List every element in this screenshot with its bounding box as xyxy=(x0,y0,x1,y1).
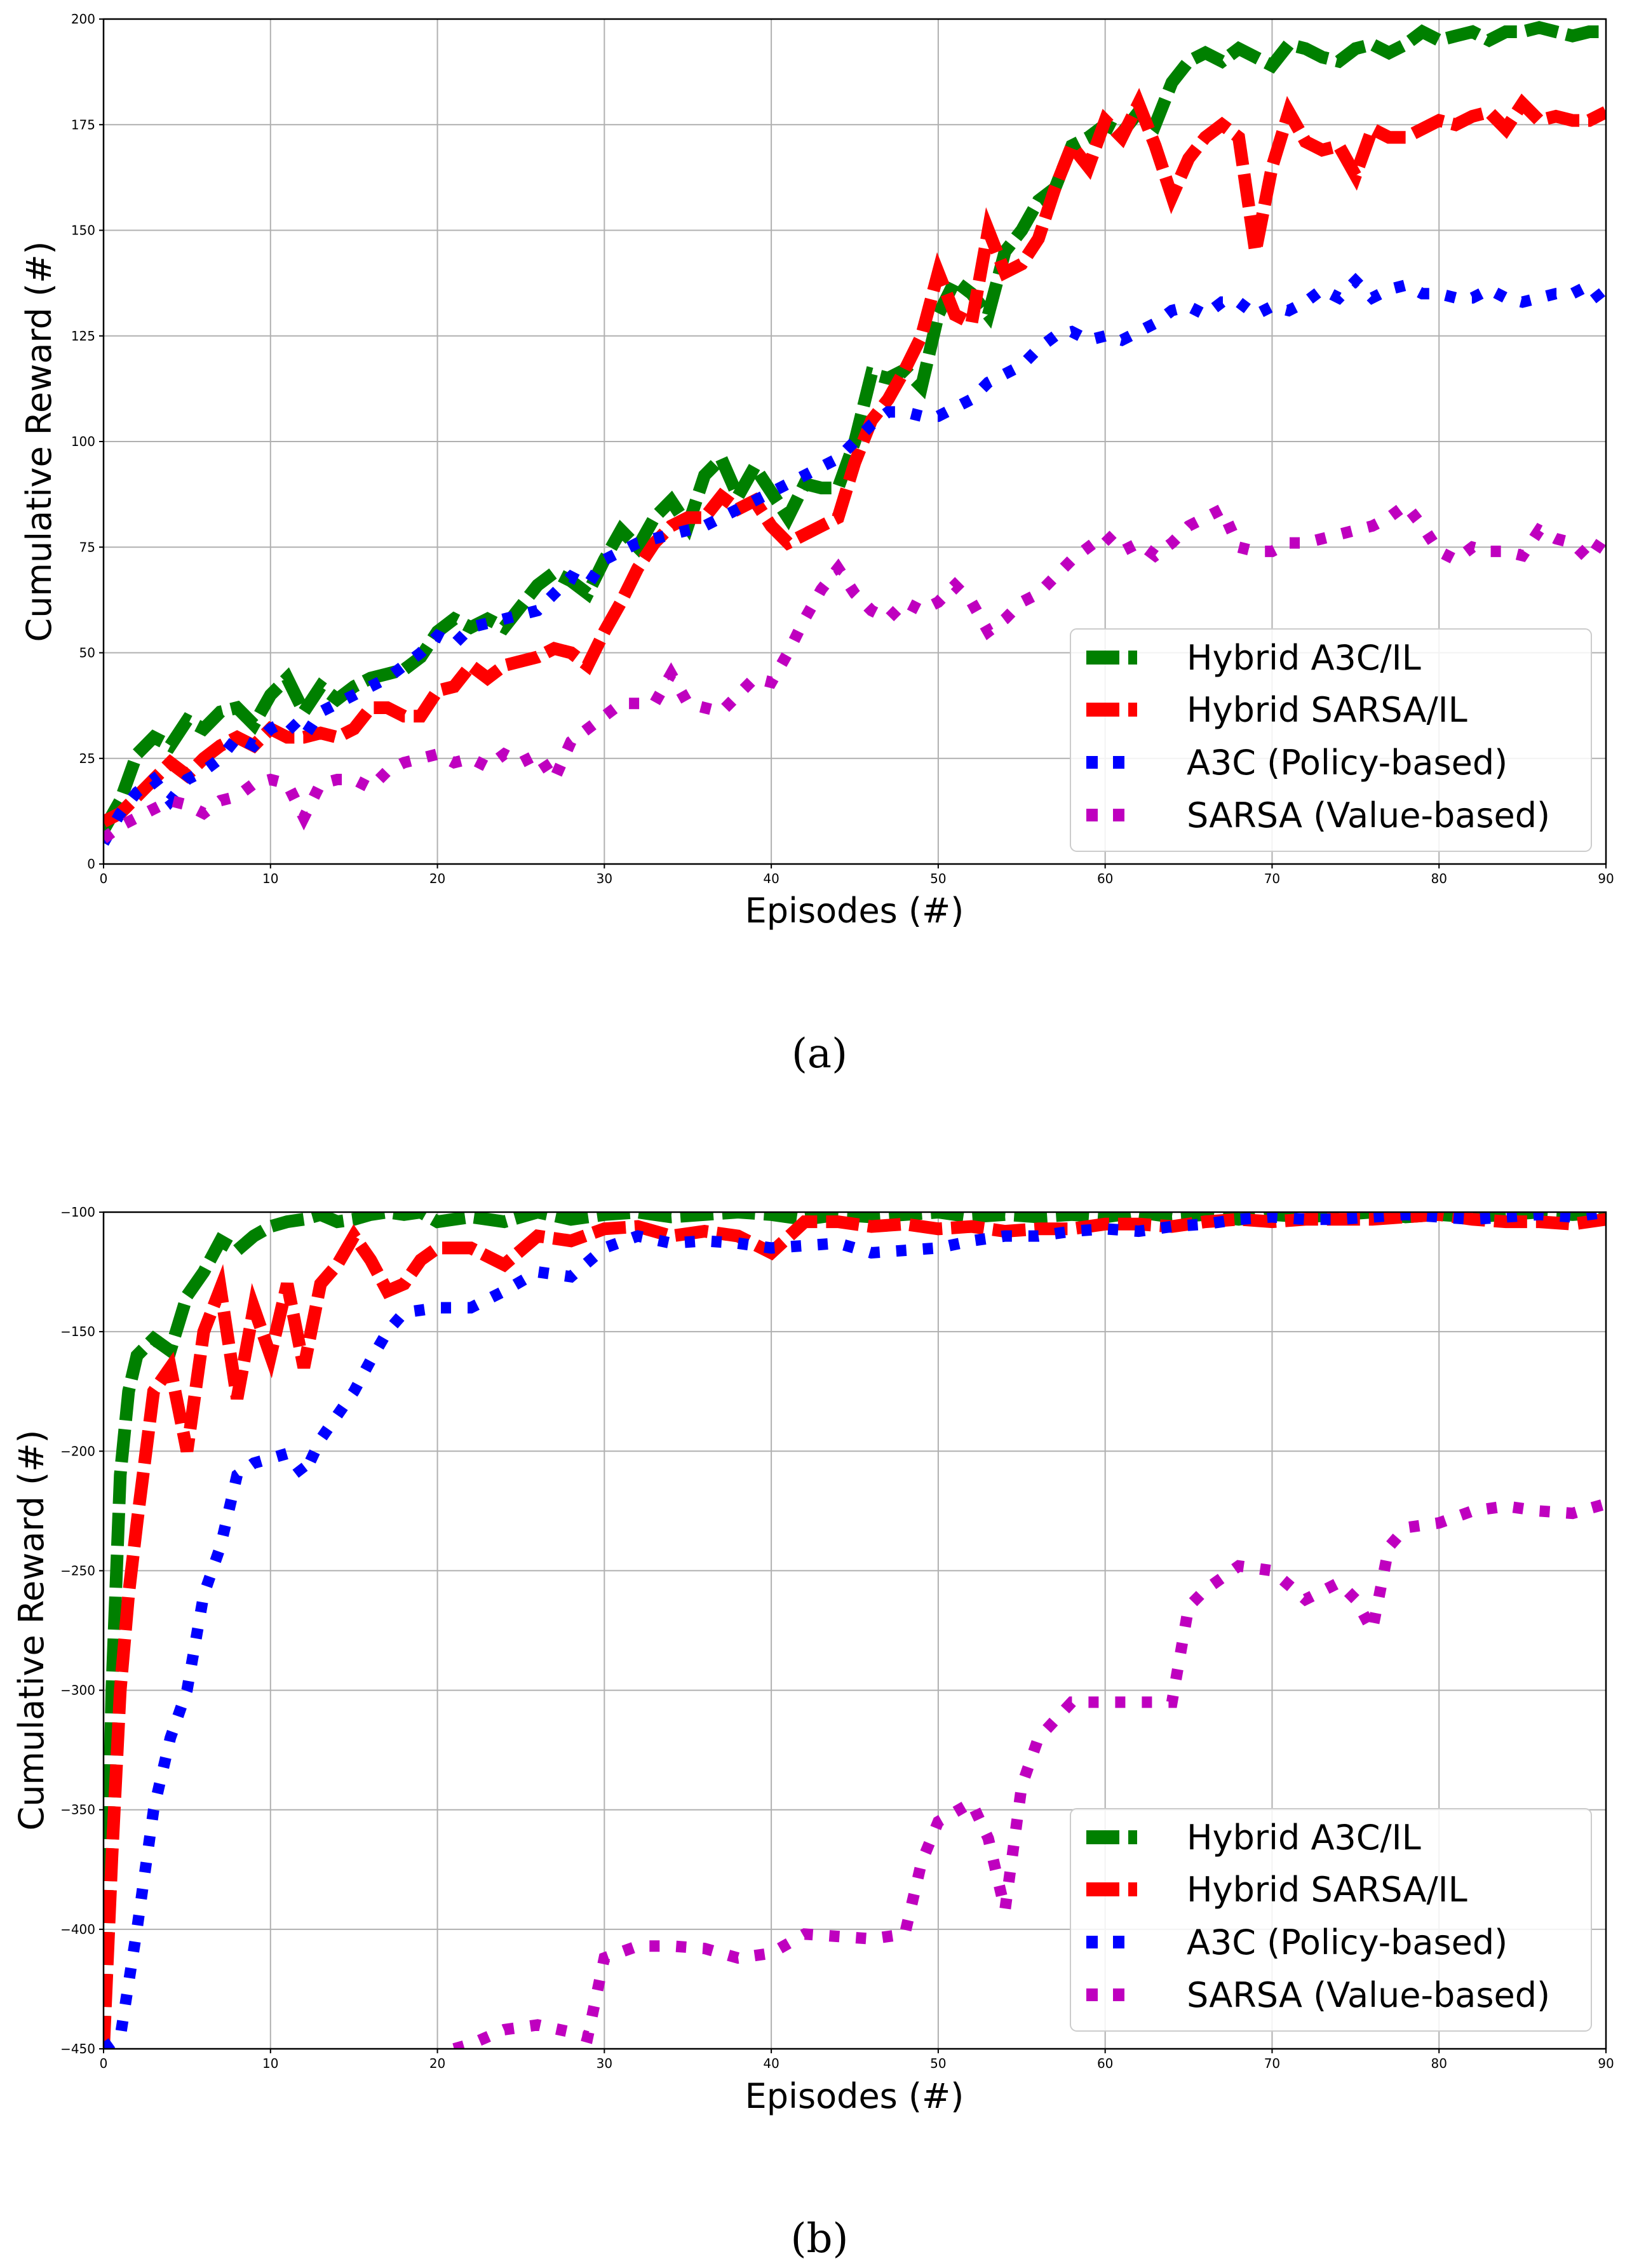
chart-b-ytick-label: −300 xyxy=(60,1683,95,1698)
chart-b-series-hybrid-sarsa-il xyxy=(104,1212,1606,2049)
chart-b-xtick-label: 90 xyxy=(1598,2056,1614,2071)
legend-label-sarsa: SARSA (Value-based) xyxy=(1187,1975,1550,2015)
chart-a-series xyxy=(104,20,1606,846)
chart-b-xtick-label: 60 xyxy=(1097,2056,1113,2071)
chart-b-ytick-label: −200 xyxy=(60,1443,95,1459)
chart-b-ytick-label: −450 xyxy=(60,2041,95,2056)
chart-a-series-hybrid-sarsa-il xyxy=(104,88,1606,828)
chart-a-xtick-label: 70 xyxy=(1264,871,1280,886)
chart-b-ticks: 0 10 20 30 40 50 60 70 80 90 −450 −400 −350 −300 −250 −… xyxy=(60,1205,1614,2071)
chart-b-xtick-label: 80 xyxy=(1431,2056,1447,2071)
chart-b-xlabel: Episodes (#) xyxy=(745,2076,964,2116)
chart-b-xtick-label: 30 xyxy=(597,2056,612,2071)
chart-a-ticks: 0 10 20 30 40 50 60 70 80 90 0 25 50 75 100 125 150 175 20… xyxy=(71,11,1614,886)
chart-a-xtick-label: 80 xyxy=(1431,871,1447,886)
chart-a-ytick-label: 75 xyxy=(79,539,95,555)
chart-b-series-a3c-policy-based xyxy=(104,1212,1606,2049)
chart-a-xtick-label: 0 xyxy=(100,871,108,886)
chart-b-xtick-label: 20 xyxy=(429,2056,445,2071)
chart-b-ytick-label: −400 xyxy=(60,1922,95,1937)
chart-b-xtick-label: 10 xyxy=(262,2056,278,2071)
chart-a-legend-box xyxy=(1070,628,1592,852)
legend-label-a3c: A3C (Policy-based) xyxy=(1187,743,1507,783)
chart-a-series-sarsa-value-based xyxy=(104,497,1606,844)
chart-b-ytick-label: −350 xyxy=(60,1802,95,1818)
chart-b-ytick-label: −100 xyxy=(60,1205,95,1220)
chart-a-ytick-label: 200 xyxy=(71,11,95,27)
chart-a-xtick-label: 40 xyxy=(763,871,779,886)
chart-a-xtick-label: 60 xyxy=(1097,871,1113,886)
chart-a-ytick-label: 125 xyxy=(71,328,95,344)
chart-a-xtick-label: 10 xyxy=(262,871,278,886)
chart-a-xtick-label: 90 xyxy=(1598,871,1614,886)
chart-a-ytick-label: 0 xyxy=(87,856,95,872)
chart-b-plot-frame xyxy=(102,1211,1607,2050)
chart-a-legend: Hybrid A3C/IL Hybrid SARSA/IL A3C (Polic… xyxy=(1070,628,1592,852)
legend-label-sarsa: SARSA (Value-based) xyxy=(1187,795,1550,835)
chart-b-xtick-label: 50 xyxy=(930,2056,946,2071)
chart-a-ytick-label: 50 xyxy=(79,645,95,661)
chart-b-ytick-label: −250 xyxy=(60,1563,95,1578)
chart-b-legend-box xyxy=(1070,1808,1592,2032)
chart-a-ytick-label: 150 xyxy=(71,223,95,238)
chart-b-xtick-label: 40 xyxy=(763,2056,779,2071)
chart-a-xtick-label: 30 xyxy=(597,871,612,886)
chart-b-legend: Hybrid A3C/IL Hybrid SARSA/IL A3C (Polic… xyxy=(1070,1808,1592,2032)
legend-label-hybrid-a3c-il: Hybrid A3C/IL xyxy=(1187,1818,1421,1858)
legend-label-hybrid-a3c-il: Hybrid A3C/IL xyxy=(1187,638,1421,678)
chart-a-series-a3c-policy-based xyxy=(104,273,1606,846)
legend-label-hybrid-sarsa-il: Hybrid SARSA/IL xyxy=(1187,690,1467,730)
chart-b: 0 10 20 30 40 50 60 70 80 90 −450 −400 −350 −300 −250 −… xyxy=(11,1205,1614,2262)
chart-a-xtick-label: 50 xyxy=(930,871,946,886)
chart-a-ytick-label: 100 xyxy=(71,434,95,449)
chart-b-ylabel: Cumulative Reward (#) xyxy=(11,1429,51,1830)
chart-a-series-hybrid-a3c-il xyxy=(104,20,1606,834)
chart-a-xtick-label: 20 xyxy=(429,871,445,886)
chart-b-ytick-label: −150 xyxy=(60,1324,95,1339)
legend-label-hybrid-sarsa-il: Hybrid SARSA/IL xyxy=(1187,1870,1467,1910)
chart-a-ylabel: Cumulative Reward (#) xyxy=(19,241,59,642)
chart-b-caption: (b) xyxy=(791,2215,849,2262)
chart-a: 0 10 20 30 40 50 60 70 80 90 0 25 50 75 100 125 150 175 20… xyxy=(19,11,1614,1077)
chart-a-xlabel: Episodes (#) xyxy=(745,891,964,931)
chart-b-xtick-label: 70 xyxy=(1264,2056,1280,2071)
chart-b-xtick-label: 0 xyxy=(100,2056,108,2071)
chart-b-series xyxy=(104,1212,1606,2049)
chart-a-ytick-label: 175 xyxy=(71,117,95,132)
chart-a-caption: (a) xyxy=(792,1030,847,1077)
legend-label-a3c: A3C (Policy-based) xyxy=(1187,1922,1507,1962)
chart-a-ytick-label: 25 xyxy=(79,751,95,766)
